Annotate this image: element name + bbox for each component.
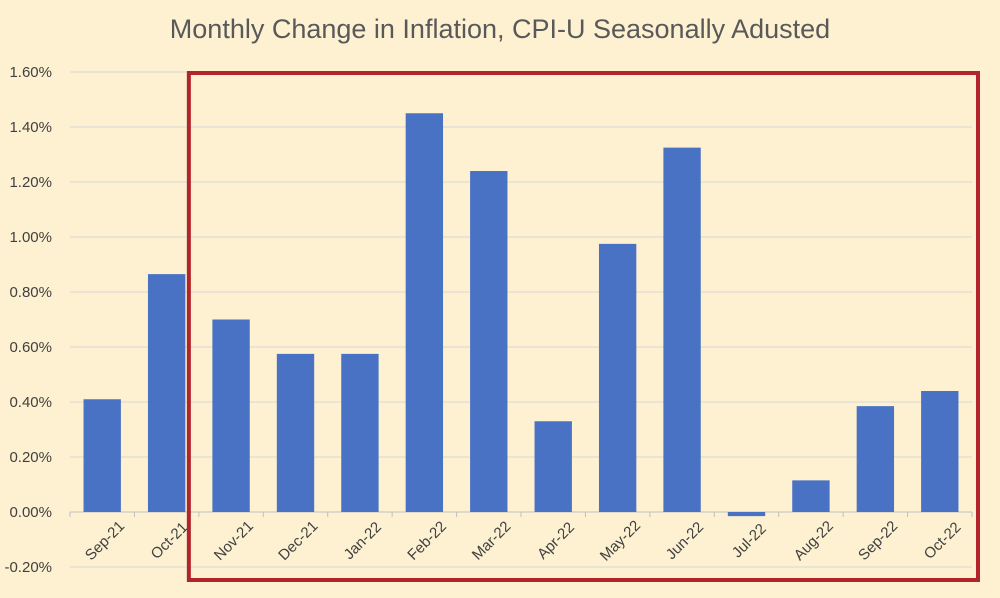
bar xyxy=(405,113,444,512)
x-tick-label: Nov-21 xyxy=(211,518,257,564)
x-tick-label: Jun-22 xyxy=(663,519,707,563)
bar xyxy=(727,512,766,517)
x-tick-label: Aug-22 xyxy=(791,518,837,564)
bar xyxy=(276,353,315,512)
bar xyxy=(792,480,830,512)
bar xyxy=(663,147,701,512)
x-tick-label: Sep-22 xyxy=(855,518,901,564)
y-tick-label: 0.60% xyxy=(9,339,52,356)
x-tick-label: Mar-22 xyxy=(469,518,515,564)
x-tick-label: Sep-21 xyxy=(82,518,128,564)
bar xyxy=(341,353,379,512)
x-tick-label: Oct-21 xyxy=(148,519,192,563)
chart-title: Monthly Change in Inflation, CPI-U Seaso… xyxy=(169,14,831,44)
y-tick-label: 0.80% xyxy=(9,284,52,301)
bar xyxy=(212,319,250,512)
highlight-box xyxy=(186,71,981,582)
y-tick-label: 0.00% xyxy=(9,504,52,521)
x-tick-label: Feb-22 xyxy=(404,518,450,564)
y-tick-label: 0.20% xyxy=(9,449,52,466)
bar xyxy=(534,421,572,512)
bar xyxy=(147,274,186,512)
bar xyxy=(470,171,508,512)
bar xyxy=(921,391,959,512)
bar xyxy=(83,399,121,512)
y-tick-label: 1.00% xyxy=(9,229,52,246)
y-tick-label: 1.60% xyxy=(9,64,52,81)
x-tick-label: Apr-22 xyxy=(534,519,578,563)
bar xyxy=(598,243,637,512)
y-tick-label: 1.40% xyxy=(9,119,52,136)
x-tick-label: May-22 xyxy=(597,517,644,564)
y-tick-label: -0.20% xyxy=(4,559,52,576)
bar xyxy=(856,406,895,512)
x-tick-label: Dec-21 xyxy=(275,518,321,564)
x-tick-label: Jul-22 xyxy=(729,520,770,561)
y-tick-label: 1.20% xyxy=(9,174,52,191)
x-tick-label: Jan-22 xyxy=(341,519,385,563)
y-tick-label: 0.40% xyxy=(9,394,52,411)
x-tick-label: Oct-22 xyxy=(921,519,965,563)
